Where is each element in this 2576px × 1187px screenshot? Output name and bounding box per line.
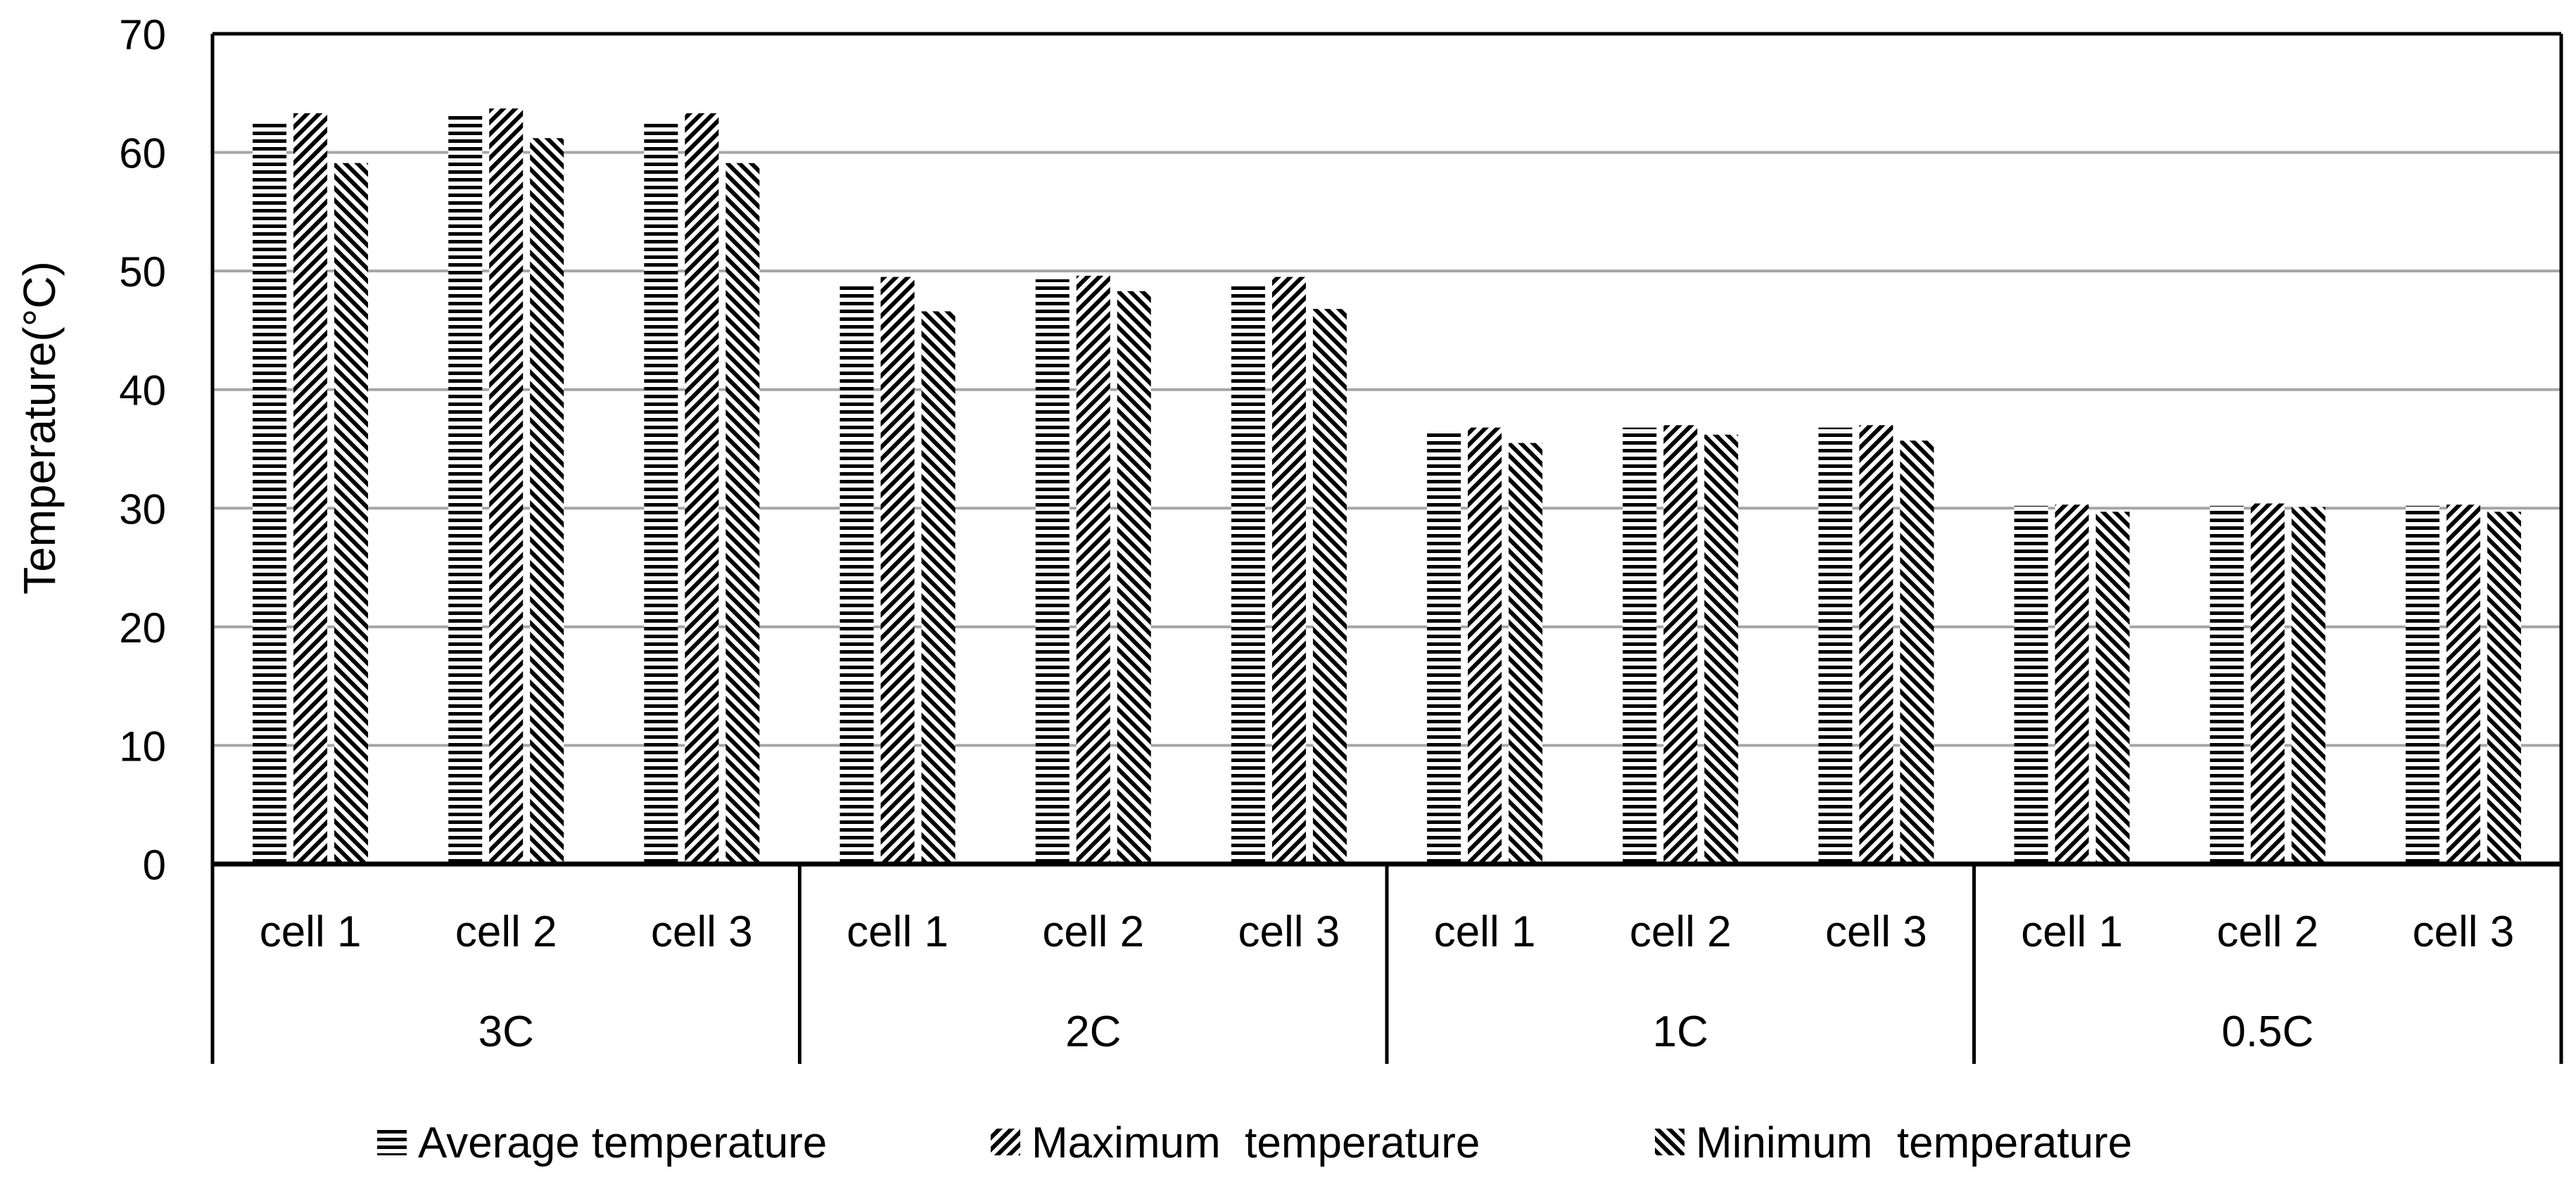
bar-backward-diagonal-4-1: [2055, 504, 2089, 864]
bar-backward-diagonal-4-3: [2446, 504, 2480, 864]
x-category-label: cell 3: [1238, 908, 1340, 956]
bars: [253, 108, 2521, 865]
x-group-label: 2C: [1065, 1008, 1121, 1056]
bar-backward-diagonal-3-3: [1859, 425, 1893, 864]
bar-forward-diagonal-3-2: [1704, 434, 1739, 864]
bar-horizontal-4-2: [2209, 505, 2244, 864]
x-category-label: cell 3: [651, 908, 753, 956]
bar-forward-diagonal-4-2: [2291, 507, 2326, 864]
bar-backward-diagonal-2-3: [1271, 277, 1306, 865]
bar-backward-diagonal-3-1: [1468, 427, 1502, 864]
x-category-label: cell 1: [2021, 908, 2123, 956]
bar-forward-diagonal-2-3: [1312, 309, 1347, 865]
bar-backward-diagonal-1-2: [489, 108, 524, 865]
x-category-label: cell 1: [260, 908, 362, 956]
legend-label: Minimum temperature: [1696, 1119, 2132, 1167]
bar-forward-diagonal-3-3: [1900, 440, 1934, 864]
legend-swatch-horizontal: [377, 1129, 407, 1155]
bar-horizontal-1-1: [253, 122, 287, 864]
bar-horizontal-3-2: [1623, 427, 1657, 864]
bar-horizontal-3-1: [1427, 430, 1461, 864]
bar-horizontal-2-3: [1231, 283, 1265, 864]
bar-backward-diagonal-2-1: [880, 277, 915, 865]
bar-backward-diagonal-2-2: [1076, 275, 1110, 864]
y-tick-label: 70: [119, 11, 166, 58]
x-group-label: 0.5C: [2221, 1008, 2314, 1056]
legend-label: Maximum temperature: [1032, 1119, 1480, 1167]
bar-horizontal-4-3: [2405, 505, 2439, 864]
bar-forward-diagonal-4-1: [2095, 512, 2130, 864]
legend: Average temperature Maximum temperature Mi…: [377, 1119, 2132, 1167]
x-category-label: cell 2: [455, 908, 557, 956]
bar-horizontal-2-1: [839, 283, 874, 864]
y-tick-label: 40: [119, 367, 166, 414]
bar-forward-diagonal-1-3: [725, 163, 760, 864]
x-category-label: cell 3: [1825, 908, 1927, 956]
bar-forward-diagonal-1-1: [334, 163, 369, 864]
bar-horizontal-1-2: [448, 114, 483, 865]
bar-forward-diagonal-2-1: [921, 311, 956, 864]
bar-horizontal-1-3: [644, 122, 678, 864]
bar-horizontal-4-1: [2014, 505, 2048, 864]
legend-swatch-backward-diagonal: [991, 1129, 1020, 1155]
bar-forward-diagonal-3-1: [1509, 443, 1543, 864]
x-category-label: cell 1: [846, 908, 948, 956]
x-category-label: cell 2: [1630, 908, 1732, 956]
x-category-label: cell 1: [1434, 908, 1536, 956]
bar-forward-diagonal-4-3: [2487, 512, 2521, 864]
y-tick-label: 10: [119, 723, 166, 770]
bar-backward-diagonal-3-2: [1663, 425, 1698, 864]
y-tick-label: 50: [119, 248, 166, 296]
axes: [210, 32, 2563, 1064]
y-tick-label: 0: [143, 842, 166, 889]
axis-labels: 0 10 20 30 40 50 60 70 Temperature(°C) cell 1 cell…: [14, 11, 2514, 1056]
gridlines: [212, 32, 2561, 747]
y-tick-label: 60: [119, 130, 166, 177]
legend-label: Average temperature: [418, 1119, 827, 1167]
legend-swatch-forward-diagonal: [1655, 1129, 1684, 1155]
bar-horizontal-3-3: [1818, 427, 1853, 864]
bar-backward-diagonal-1-3: [685, 113, 719, 864]
bar-backward-diagonal-1-1: [293, 113, 328, 864]
y-tick-label: 30: [119, 485, 166, 533]
y-tick-label: 20: [119, 604, 166, 652]
y-axis-title: Temperature(°C): [14, 261, 65, 595]
bar-horizontal-2-2: [1035, 279, 1070, 864]
x-group-label: 3C: [478, 1008, 534, 1056]
x-group-label: 1C: [1653, 1008, 1708, 1056]
bar-forward-diagonal-2-2: [1117, 291, 1151, 864]
x-category-label: cell 2: [1042, 908, 1144, 956]
bar-forward-diagonal-1-2: [530, 138, 564, 864]
x-category-label: cell 2: [2216, 908, 2318, 956]
x-category-label: cell 3: [2413, 908, 2515, 956]
bar-backward-diagonal-4-2: [2250, 503, 2285, 864]
